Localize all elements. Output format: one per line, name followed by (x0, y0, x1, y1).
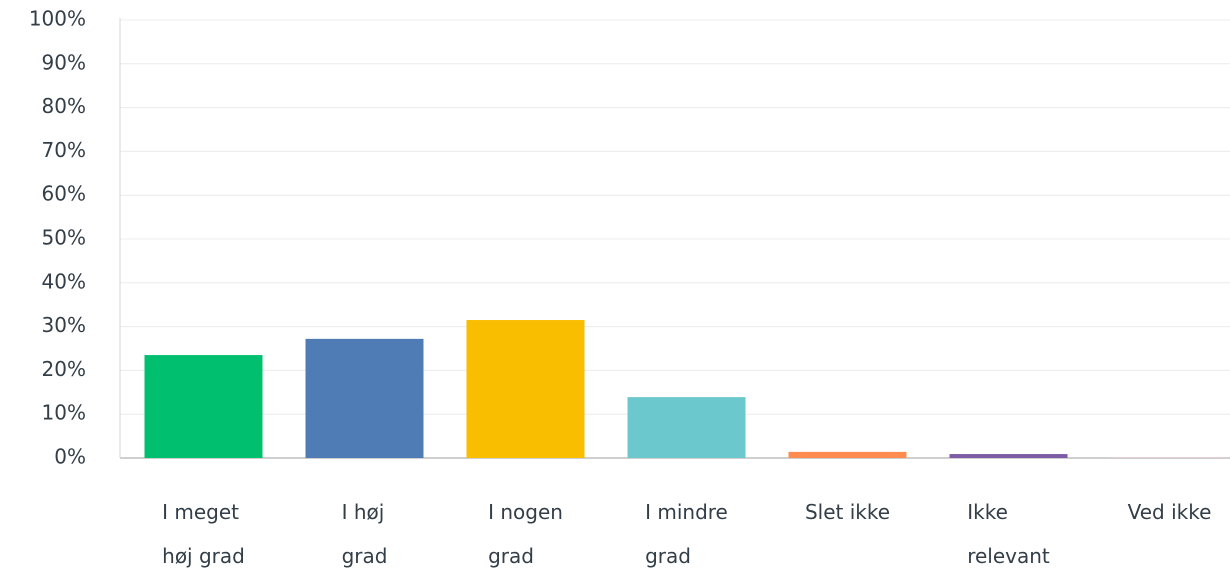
bar (788, 451, 907, 458)
x-tick-label-box: I nogen grad (445, 490, 606, 578)
bar (949, 454, 1068, 458)
x-tick-label: I nogen grad (488, 500, 563, 568)
y-tick-label: 40% (42, 269, 86, 293)
x-tick-label: Ved ikke (1127, 500, 1212, 524)
bar (305, 338, 424, 458)
bar (627, 397, 746, 458)
x-tick-label-box: Ikke relevant (928, 490, 1089, 578)
chart: 0% 10% 20% 30% 40% 50% 60% 70% 80% 90% 100% (29, 7, 1230, 469)
y-tick-label: 100% (29, 7, 86, 31)
y-tick-label: 10% (42, 401, 86, 425)
y-tick-label: 50% (42, 226, 86, 250)
x-tick-label-box: I mindre grad (606, 490, 767, 578)
x-tick-label: I mindre grad (645, 500, 728, 568)
bar (144, 355, 263, 458)
bar (466, 320, 585, 458)
y-tick-label: 80% (42, 94, 86, 118)
y-tick-label: 90% (42, 50, 86, 74)
bar (1110, 457, 1229, 458)
x-tick-label: I meget høj grad (162, 500, 245, 568)
y-tick-label: 30% (42, 313, 86, 337)
x-tick-label-box: I meget høj grad (123, 490, 284, 578)
x-tick-label-box: Ved ikke (1089, 490, 1230, 534)
page: 0%10%20%30%40%50%60%70%80%90%100% (() =>… (28, 6, 1230, 568)
y-tick-label: 20% (42, 357, 86, 381)
x-tick-label: Slet ikke (804, 500, 891, 524)
x-tick-label-box: I høj grad (284, 490, 445, 578)
y-tick-label: 70% (42, 138, 86, 162)
y-tick-label: 60% (42, 182, 86, 206)
x-tick-label-box: Slet ikke (767, 490, 928, 534)
x-tick-label: Ikke relevant (967, 500, 1050, 568)
x-tick-label: I høj grad (341, 500, 388, 568)
y-tick-label: 0% (54, 445, 86, 469)
